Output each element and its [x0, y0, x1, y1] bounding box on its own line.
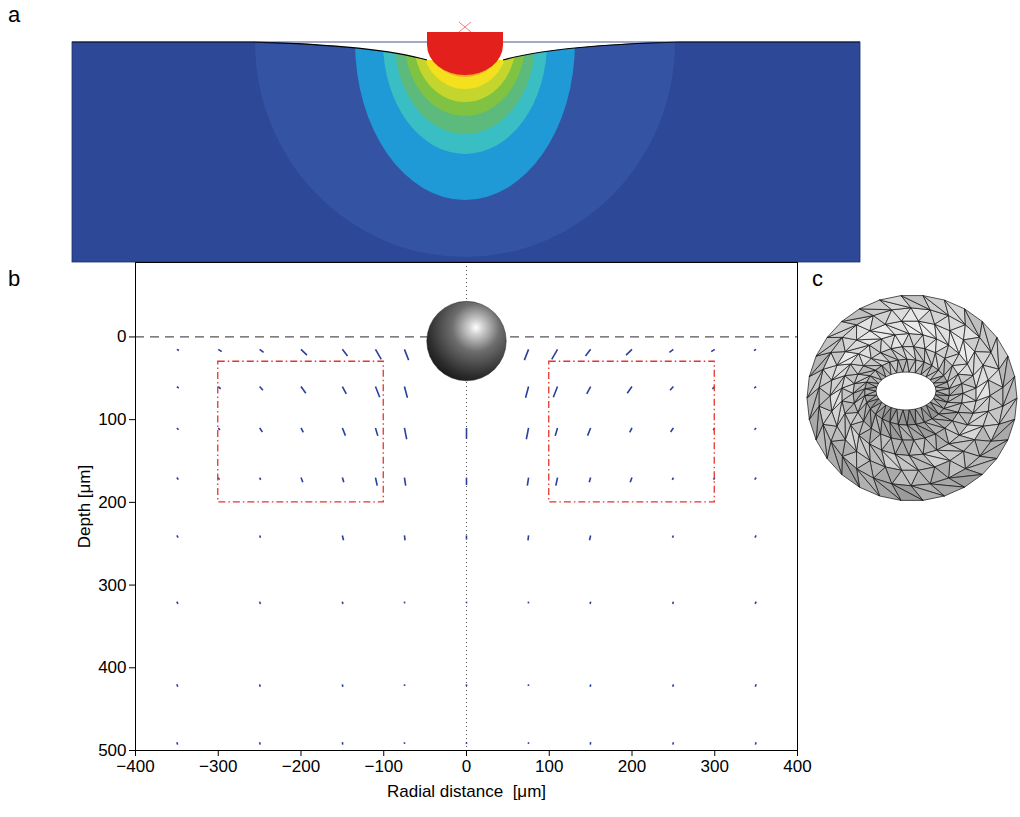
svg-text:500: 500 — [98, 740, 127, 760]
html-text:b: b — [8, 266, 21, 291]
svg-text:−300: −300 — [199, 757, 237, 776]
html-text:a: a — [8, 2, 21, 27]
svg-text:200: 200 — [618, 757, 646, 776]
svg-text:Depth [μm]: Depth [μm] — [75, 465, 94, 549]
svg-text:−200: −200 — [282, 757, 320, 776]
html-text:c: c — [812, 266, 823, 291]
svg-text:400: 400 — [98, 658, 126, 677]
svg-text:100: 100 — [535, 757, 563, 776]
svg-text:−400: −400 — [116, 757, 154, 776]
svg-text:300: 300 — [701, 757, 729, 776]
svg-text:0: 0 — [462, 757, 471, 776]
svg-text:400: 400 — [783, 757, 811, 776]
svg-text:0: 0 — [117, 327, 126, 346]
svg-text:−100: −100 — [365, 757, 403, 776]
svg-text:300: 300 — [98, 576, 126, 595]
svg-text:200: 200 — [98, 493, 126, 512]
svg-text:100: 100 — [98, 410, 126, 429]
svg-text:Radial distance [μm]: Radial distance [μm] — [387, 782, 546, 801]
